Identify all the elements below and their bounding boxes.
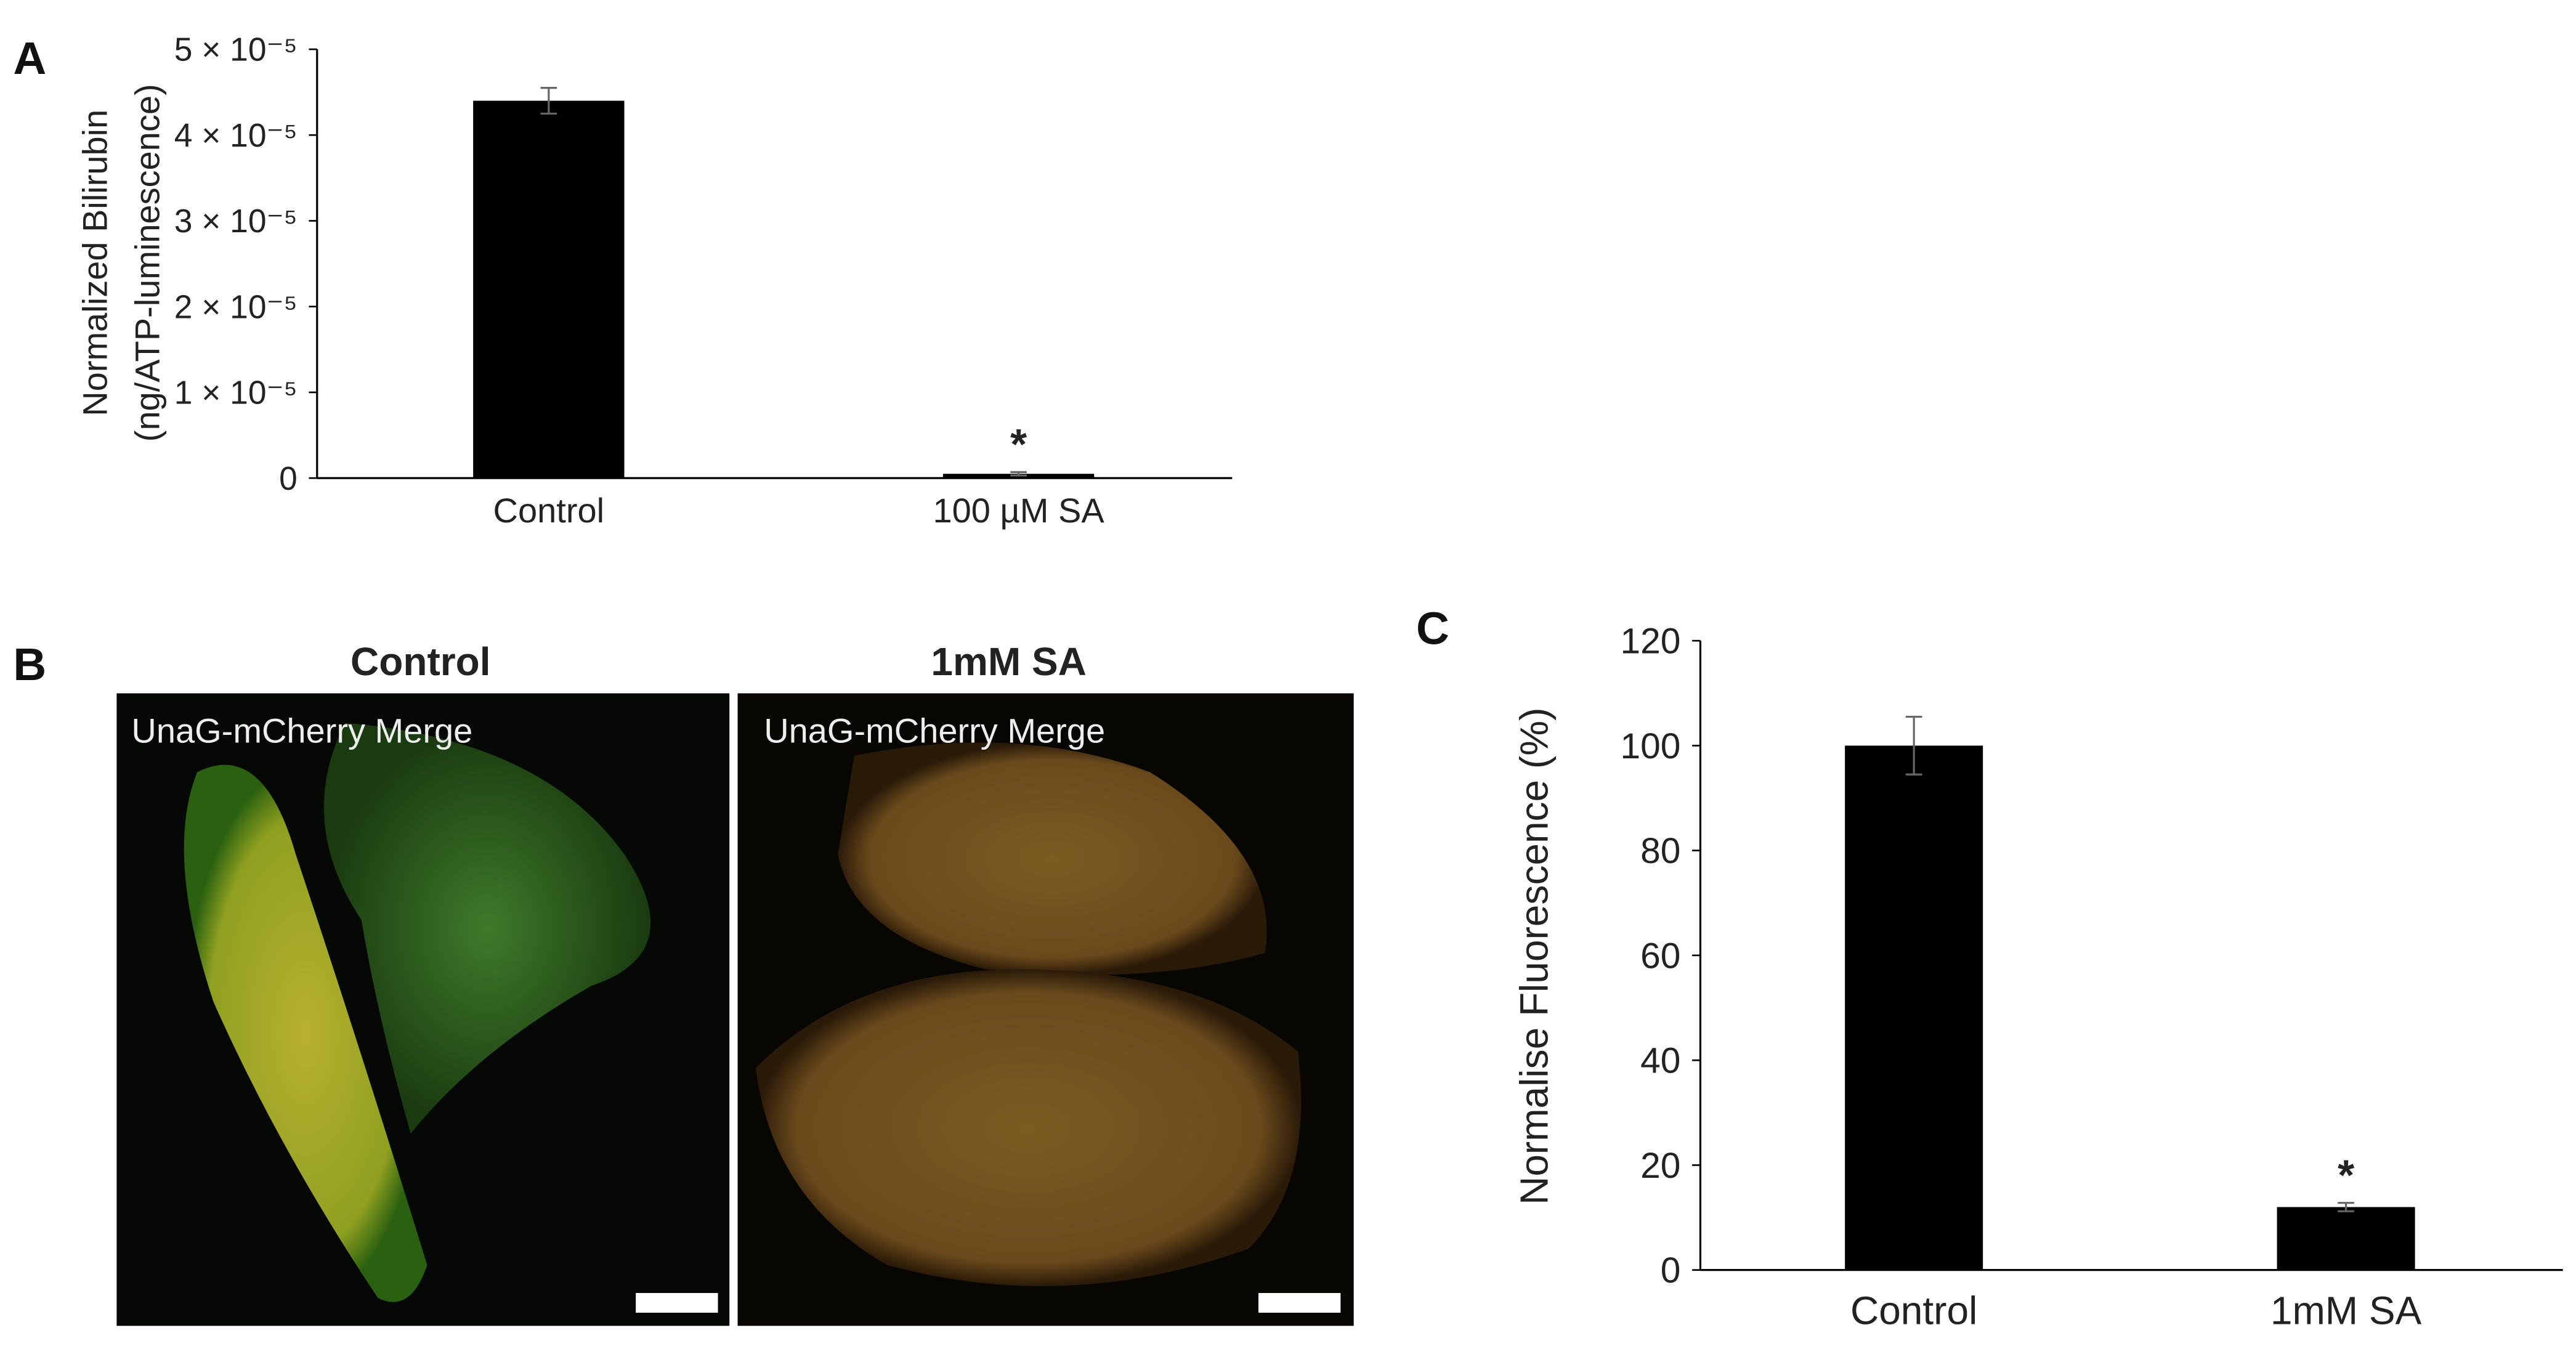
y-tick-label: 20 — [1640, 1146, 1680, 1186]
significance-label: * — [1010, 420, 1027, 468]
image-title: 1mM SA — [931, 639, 1087, 684]
y-tick-label: 80 — [1640, 831, 1680, 871]
image-panel: B Control 1mM SA UnaG-mCherry Merge UnaG… — [13, 638, 1354, 1326]
cell — [184, 764, 427, 1302]
panel-label: B — [13, 638, 46, 690]
y-tick-label: 2 × 10⁻⁵ — [174, 289, 298, 325]
image-caption: UnaG-mCherry Merge — [764, 711, 1105, 750]
y-axis-label: Normalise Fluorescence (%) — [1512, 708, 1556, 1205]
image-caption: UnaG-mCherry Merge — [131, 711, 472, 750]
y-tick-label: 0 — [279, 461, 298, 497]
cell — [755, 969, 1302, 1286]
cell — [838, 742, 1267, 975]
bar — [2277, 1207, 2415, 1270]
cell — [323, 723, 651, 1134]
y-tick-label: 5 × 10⁻⁵ — [174, 32, 298, 68]
y-tick-label: 0 — [1661, 1251, 1681, 1291]
panel-label: A — [13, 32, 46, 84]
y-tick-label: 120 — [1621, 622, 1681, 662]
x-tick-label: 1mM SA — [2270, 1289, 2422, 1333]
bar — [473, 100, 625, 479]
x-tick-label: Control — [493, 491, 605, 530]
bar — [1845, 745, 1983, 1270]
y-tick-label: 60 — [1640, 936, 1680, 976]
y-tick-label: 4 × 10⁻⁵ — [174, 118, 298, 154]
y-tick-label: 40 — [1640, 1041, 1680, 1081]
scale-bar — [636, 1292, 718, 1313]
x-tick-label: 100 µM SA — [933, 491, 1105, 530]
panel-label: C — [1416, 602, 1449, 654]
x-tick-label: Control — [1850, 1289, 1977, 1333]
y-axis-label: (ng/ATP-luminescence) — [128, 84, 167, 442]
significance-label: * — [2338, 1151, 2354, 1199]
y-tick-label: 1 × 10⁻⁵ — [174, 375, 298, 411]
y-axis-label: Normalized Bilirubin — [75, 110, 114, 416]
y-tick-label: 100 — [1621, 726, 1681, 766]
scale-bar — [1258, 1292, 1341, 1313]
image-title: Control — [350, 639, 491, 684]
y-tick-label: 3 × 10⁻⁵ — [174, 203, 298, 240]
